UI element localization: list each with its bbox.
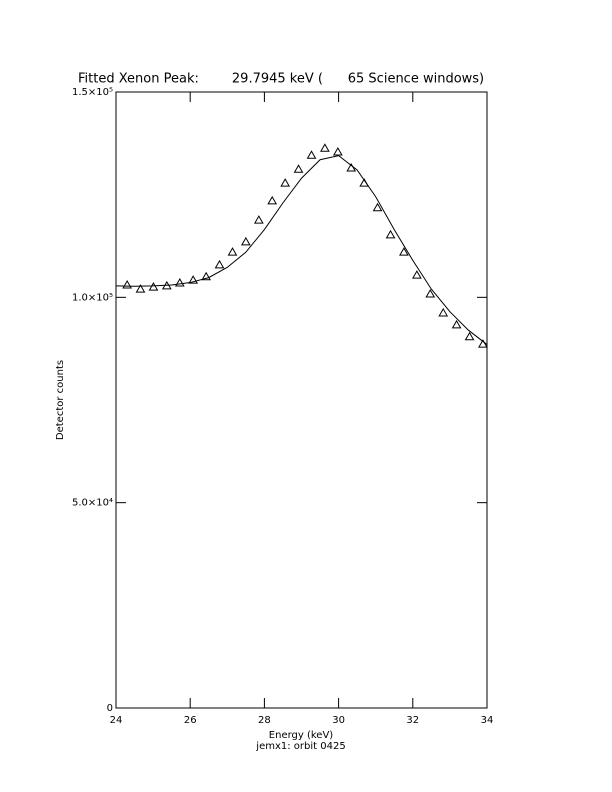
y-tick-label: 0 — [107, 703, 113, 714]
x-axis-label: Energy (keV) — [269, 730, 334, 741]
fit-curve — [115, 155, 488, 345]
data-point — [464, 331, 475, 341]
x-tick-label: 34 — [481, 715, 494, 726]
x-tick-label: 26 — [184, 715, 197, 726]
y-tick-label: 5.0×10⁴ — [72, 498, 113, 509]
x-tick-label: 32 — [406, 715, 419, 726]
data-point — [135, 284, 146, 293]
y-tick-label: 1.0×10⁵ — [72, 292, 113, 303]
data-point — [174, 277, 185, 287]
data-point — [412, 270, 422, 279]
y-axis-label: Detector counts — [55, 360, 66, 440]
data-point — [332, 146, 343, 156]
plot-frame — [115, 91, 488, 709]
data-point — [438, 307, 449, 317]
data-point — [267, 195, 278, 205]
data-point — [320, 143, 330, 152]
chart-title: Fitted Xenon Peak: 29.7945 keV ( 65 Scie… — [78, 72, 484, 87]
x-tick-label: 28 — [258, 715, 271, 726]
data-point — [201, 271, 212, 281]
data-point — [293, 164, 304, 173]
data-point — [372, 202, 383, 212]
data-point — [253, 215, 264, 224]
x-tick-label: 30 — [332, 715, 345, 726]
subtitle: jemx1: orbit 0425 — [255, 741, 345, 752]
data-point — [148, 282, 159, 291]
data-point — [399, 247, 409, 256]
data-point — [227, 247, 238, 256]
data-point — [188, 275, 199, 284]
x-tick-label: 24 — [110, 715, 123, 726]
data-point — [280, 178, 291, 187]
data-point — [240, 236, 251, 246]
data-point — [425, 289, 436, 298]
data-point — [214, 259, 225, 269]
data-point — [122, 280, 132, 289]
data-point — [478, 339, 488, 348]
data-point — [451, 319, 462, 329]
data-point — [306, 150, 317, 159]
y-tick-label: 1.5×10⁵ — [72, 87, 113, 98]
data-point — [385, 229, 396, 239]
